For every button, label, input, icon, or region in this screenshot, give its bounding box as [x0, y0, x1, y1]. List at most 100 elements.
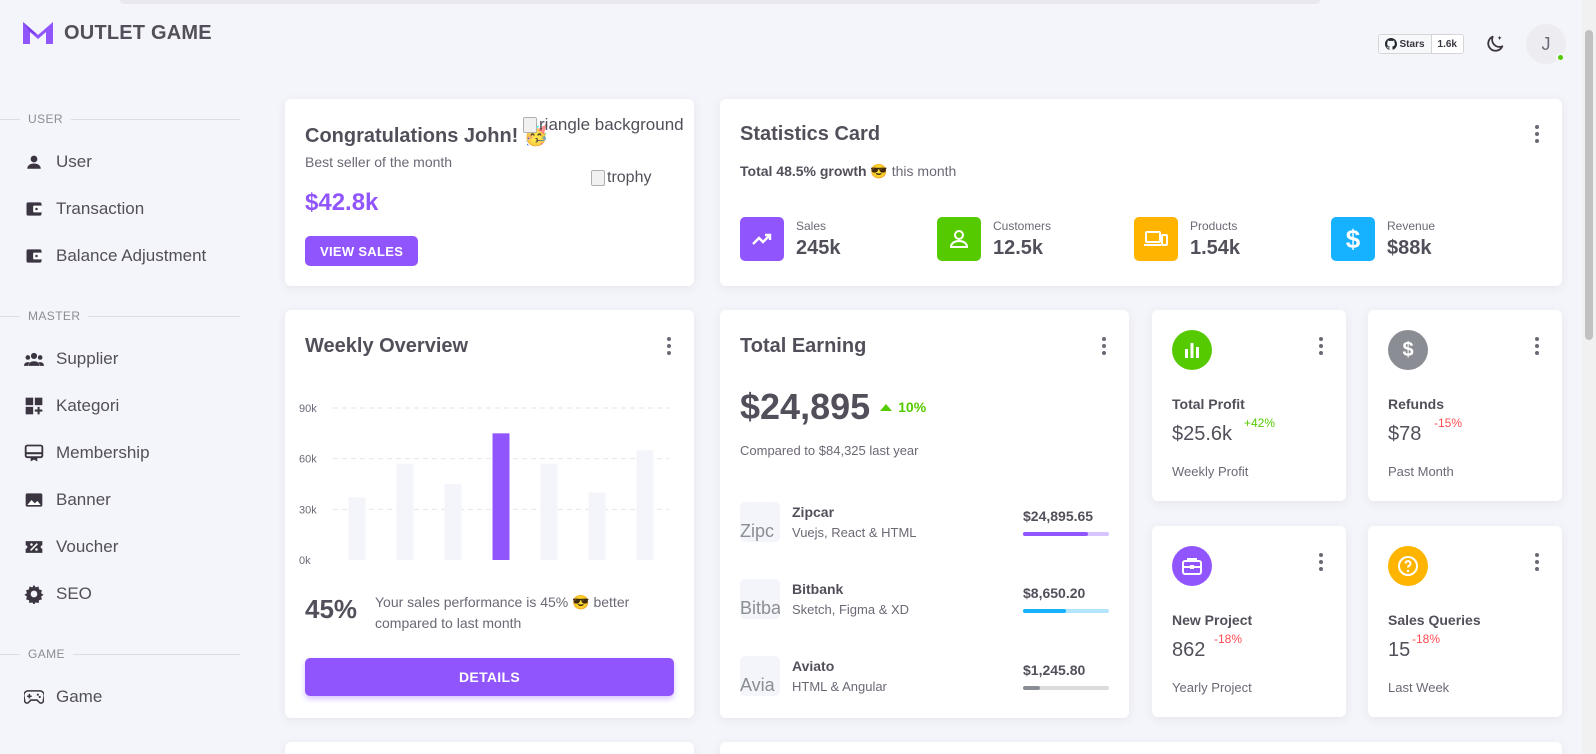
sidebar-item-banner[interactable]: Banner — [0, 476, 240, 523]
sidebar: USER User Transaction Balance Adjustment… — [0, 104, 240, 720]
broken-image-icon — [591, 170, 605, 186]
aviato-logo: Avia — [740, 656, 780, 696]
more-options-icon[interactable] — [666, 337, 672, 355]
more-options-icon[interactable] — [1101, 337, 1107, 355]
sidebar-item-transaction[interactable]: Transaction — [0, 185, 240, 232]
total-profit-card: Total Profit $25.6k +42% Weekly Profit — [1152, 310, 1346, 501]
dollar-icon: $ — [1331, 217, 1375, 261]
more-options-icon[interactable] — [1534, 337, 1540, 355]
weekly-overview-card: Weekly Overview 0k 30k 60k 90k 45% Your sal… — [285, 310, 694, 718]
user-avatar[interactable]: J — [1526, 24, 1566, 64]
card-membership-icon — [24, 443, 44, 463]
progress-bar — [1023, 532, 1109, 536]
sales-queries-card: Sales Queries 15 -18% Last Week — [1368, 526, 1562, 717]
details-button[interactable]: DETAILS — [305, 658, 674, 696]
wallet-icon — [24, 199, 44, 219]
new-project-card: New Project 862 -18% Yearly Project — [1152, 526, 1346, 717]
gear-icon — [24, 584, 44, 604]
help-circle-icon — [1388, 546, 1428, 586]
view-sales-button[interactable]: VIEW SALES — [305, 236, 419, 266]
broken-image-icon — [523, 117, 537, 133]
earning-change: 10% — [898, 399, 927, 415]
header-actions: Stars 1.6k J — [1377, 24, 1566, 64]
weekly-description: Your sales performance is 45% 😎 better c… — [375, 594, 630, 631]
github-stars-count: 1.6k — [1431, 35, 1463, 53]
sidebar-section-master: MASTER — [0, 301, 240, 331]
chart-bar[interactable] — [588, 492, 606, 560]
wallet-icon — [24, 246, 44, 266]
earning-amount: $24,895 — [740, 386, 871, 427]
stat-revenue: $ Revenue $88k — [1331, 217, 1435, 261]
statistics-title: Statistics Card — [740, 123, 881, 145]
category-add-icon — [24, 396, 44, 416]
earning-item: Zipc Zipcar Vuejs, React & HTML $24,895.6… — [740, 502, 1109, 542]
app-header: OUTLET GAME — [22, 20, 212, 46]
chart-bar[interactable] — [540, 463, 558, 560]
more-options-icon[interactable] — [1318, 337, 1324, 355]
sidebar-item-voucher[interactable]: Voucher — [0, 523, 240, 570]
page-scrollbar[interactable] — [1582, 0, 1596, 754]
github-stars-button[interactable]: Stars 1.6k — [1377, 34, 1464, 54]
weekly-title: Weekly Overview — [305, 335, 469, 357]
online-status-badge — [1556, 53, 1565, 62]
sidebar-item-balance-adjustment[interactable]: Balance Adjustment — [0, 232, 240, 279]
bar-chart-icon — [1172, 330, 1212, 370]
browser-top-edge — [120, 0, 1320, 4]
total-earning-card: Total Earning $24,895 10% Compared to $8… — [720, 310, 1129, 718]
briefcase-icon — [1172, 546, 1212, 586]
devices-icon — [1134, 217, 1178, 261]
brand-title[interactable]: OUTLET GAME — [64, 21, 212, 44]
arrow-up-icon — [880, 403, 893, 411]
y-tick-label: 0k — [299, 555, 311, 567]
github-icon — [1384, 38, 1397, 50]
congratulations-card: Congratulations John! 🥳 riangle backgrou… — [285, 99, 694, 286]
bitbank-logo: Bitba — [740, 579, 780, 619]
dollar-icon: $ — [1388, 330, 1428, 370]
more-options-icon[interactable] — [1534, 125, 1540, 143]
more-options-icon[interactable] — [1534, 553, 1540, 571]
chart-bar[interactable] — [492, 433, 510, 560]
theme-toggle-moon-icon[interactable] — [1482, 31, 1508, 57]
account-outline-icon — [937, 217, 981, 261]
github-stars-label: Stars — [1399, 38, 1425, 50]
sidebar-item-kategori[interactable]: Kategori — [0, 382, 240, 429]
refunds-card: $ Refunds $78 -15% Past Month — [1368, 310, 1562, 501]
stat-sales: Sales 245k — [740, 217, 841, 261]
statistics-card: Statistics Card Total 48.5% growth 😎 thi… — [720, 99, 1562, 286]
y-tick-label: 90k — [299, 403, 317, 415]
gamepad-icon — [24, 687, 44, 707]
statistics-growth: Total 48.5% growth 😎 this month — [740, 163, 957, 179]
more-options-icon[interactable] — [1318, 553, 1324, 571]
chart-bar[interactable] — [348, 497, 366, 560]
sidebar-item-game[interactable]: Game — [0, 673, 240, 720]
chart-bar[interactable] — [396, 463, 414, 560]
progress-bar — [1023, 686, 1109, 690]
chart-bar[interactable] — [444, 484, 462, 560]
logo-icon — [23, 22, 53, 44]
stat-customers: Customers 12.5k — [937, 217, 1051, 261]
image-icon — [24, 490, 44, 510]
sidebar-item-membership[interactable]: Membership — [0, 429, 240, 476]
chart-bar[interactable] — [636, 450, 654, 560]
earning-compare: Compared to $84,325 last year — [740, 443, 919, 458]
congrats-subtitle: Best seller of the month — [305, 154, 453, 170]
sidebar-item-supplier[interactable]: Supplier — [0, 335, 240, 382]
y-tick-label: 30k — [299, 504, 317, 516]
scrollbar-thumb[interactable] — [1585, 30, 1593, 340]
users-icon — [24, 349, 44, 369]
avatar-initial: J — [1541, 33, 1551, 54]
voucher-icon — [24, 537, 44, 557]
user-icon — [24, 152, 44, 172]
trending-up-icon — [740, 217, 784, 261]
stat-products: Products 1.54k — [1134, 217, 1240, 261]
sidebar-section-game: GAME — [0, 639, 240, 669]
sidebar-section-user: USER — [0, 104, 240, 134]
earning-item: Bitba Bitbank Sketch, Figma & XD $8,650.2… — [740, 579, 1109, 619]
sidebar-item-user[interactable]: User — [0, 138, 240, 185]
sidebar-item-seo[interactable]: SEO — [0, 570, 240, 617]
triangle-background-image: riangle background — [523, 115, 684, 135]
progress-bar — [1023, 609, 1109, 613]
y-tick-label: 60k — [299, 454, 317, 466]
congrats-title: Congratulations John! 🥳 — [305, 125, 549, 147]
next-row-card-right — [720, 742, 1562, 754]
